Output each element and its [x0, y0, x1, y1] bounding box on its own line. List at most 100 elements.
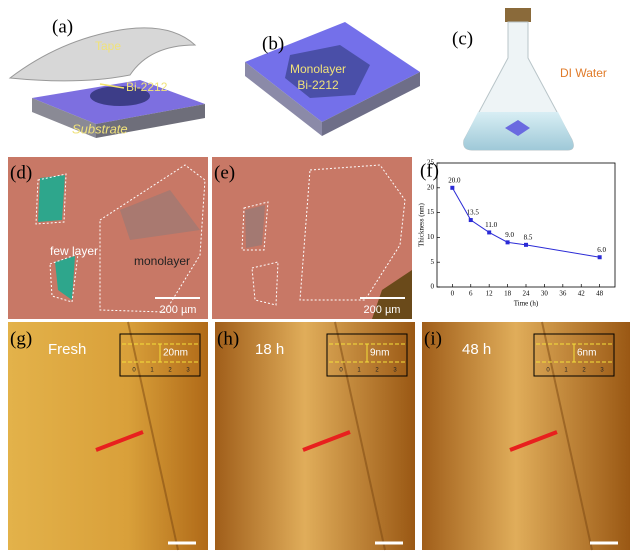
- panel-label: (f): [420, 160, 439, 181]
- y-tick-label: 20: [427, 183, 435, 191]
- y-tick-label: 25: [427, 159, 435, 167]
- afm-image: [215, 322, 415, 550]
- y-tick-label: 5: [431, 258, 435, 266]
- flake: [55, 256, 75, 300]
- inset-label: 9nm: [370, 348, 389, 359]
- substrate-side: [96, 104, 205, 138]
- panel-label: (c): [452, 28, 473, 49]
- x-tick-label: 48: [596, 290, 604, 298]
- panel-label: (g): [10, 328, 32, 349]
- tape: [8, 27, 197, 82]
- substrate-side: [322, 72, 420, 136]
- sample: [505, 120, 530, 136]
- inset-tick-label: 1: [150, 368, 154, 374]
- inset-tick-label: 0: [132, 368, 136, 374]
- plot-frame: [436, 162, 616, 288]
- afm-image: [422, 322, 630, 550]
- profile-line: [509, 430, 558, 452]
- step-edge: [541, 321, 593, 551]
- panel-c: (c) DI Water: [452, 8, 607, 151]
- inset: [533, 333, 615, 377]
- inset-tick-label: 0: [339, 368, 343, 374]
- x-tick-label: 18: [504, 290, 512, 298]
- y-axis-label: Thickness (nm): [418, 202, 426, 246]
- text: Monolayer: [290, 62, 346, 76]
- y-tick-label: 15: [427, 208, 435, 216]
- arrow: [99, 83, 125, 89]
- panel-e: (e) 200 µm: [212, 157, 412, 319]
- step-edge: [334, 321, 386, 551]
- inset-tick-label: 1: [564, 368, 568, 374]
- y-tick-label: 0: [431, 283, 435, 291]
- afm-image: [8, 322, 208, 550]
- outline: [299, 164, 406, 301]
- data-label: 9.0: [505, 231, 514, 239]
- marker: [487, 230, 492, 235]
- marker: [597, 255, 602, 260]
- marker: [524, 242, 528, 247]
- scale-label: 200 µm: [364, 304, 401, 316]
- inset: [119, 333, 201, 377]
- profile-line: [302, 430, 351, 452]
- inset-tick-label: 2: [582, 368, 586, 374]
- x-tick-label: 24: [523, 290, 531, 298]
- inset: [326, 333, 408, 377]
- panel-d: (d) few layer monolayer 200 µm: [8, 157, 208, 319]
- panel-label: (a): [52, 16, 73, 37]
- inset-label: 6nm: [577, 348, 596, 359]
- flake: [38, 175, 65, 222]
- time-label: 18 h: [255, 341, 284, 358]
- data-label: 6.0: [597, 246, 606, 254]
- outline: [35, 173, 67, 225]
- debris: [372, 270, 412, 319]
- scale-label: 200 µm: [160, 304, 197, 316]
- micrograph: [212, 157, 412, 319]
- line: [451, 187, 600, 258]
- inset-tick-label: 3: [393, 368, 397, 374]
- panel-label: (e): [214, 162, 235, 183]
- panel-label: (i): [424, 328, 442, 349]
- x-tick-label: 6: [469, 290, 473, 298]
- data-label: 13.5: [467, 209, 480, 217]
- outline: [241, 201, 269, 251]
- inset-tick-label: 3: [186, 368, 190, 374]
- data-label: 20.0: [448, 176, 461, 184]
- panel-label: (b): [262, 33, 284, 54]
- x-tick-label: 30: [541, 290, 549, 298]
- text: Bi-2212: [297, 78, 339, 92]
- step-edge: [127, 321, 179, 551]
- x-tick-label: 0: [451, 290, 455, 298]
- time-label: 48 h: [462, 341, 491, 358]
- outline: [251, 261, 279, 306]
- cork: [505, 8, 531, 22]
- x-tick-label: 36: [559, 290, 567, 298]
- panel-a: (a) Tape Bi-2212 Substrate: [8, 16, 205, 138]
- inset-label: 20nm: [163, 348, 188, 359]
- flake: [285, 45, 370, 98]
- marker: [505, 240, 510, 245]
- panel-f: (f) 0 6 12 18 24 30 36 42 48 0 5 10 15 20 25 Time (h) Th…: [418, 159, 616, 308]
- x-tick-label: 12: [486, 290, 494, 298]
- time-label: Fresh: [48, 341, 86, 358]
- x-tick-label: 42: [578, 290, 586, 298]
- liquid-label: DI Water: [560, 66, 607, 80]
- tape-label: Tape: [95, 39, 121, 53]
- outline: [99, 164, 206, 313]
- flake: [245, 205, 265, 248]
- panel-label: (d): [10, 162, 32, 183]
- marker: [468, 218, 473, 223]
- substrate-side: [245, 62, 322, 136]
- inset-tick-label: 2: [168, 368, 172, 374]
- afm-panels: (g) Fresh 20nm 0 1 2 3 (h) 18 h 9nm 0 1 2 3 (i) 48 h 6nm…: [8, 321, 630, 551]
- outline: [49, 253, 79, 303]
- panel-label: (h): [217, 328, 239, 349]
- material-label: Bi-2212: [126, 80, 168, 94]
- profile-line: [95, 430, 144, 452]
- y-tick-label: 10: [427, 233, 435, 241]
- text: few layer: [50, 244, 98, 258]
- flake: [120, 190, 200, 240]
- inset-tick-label: 1: [357, 368, 361, 374]
- micrograph: [8, 157, 208, 319]
